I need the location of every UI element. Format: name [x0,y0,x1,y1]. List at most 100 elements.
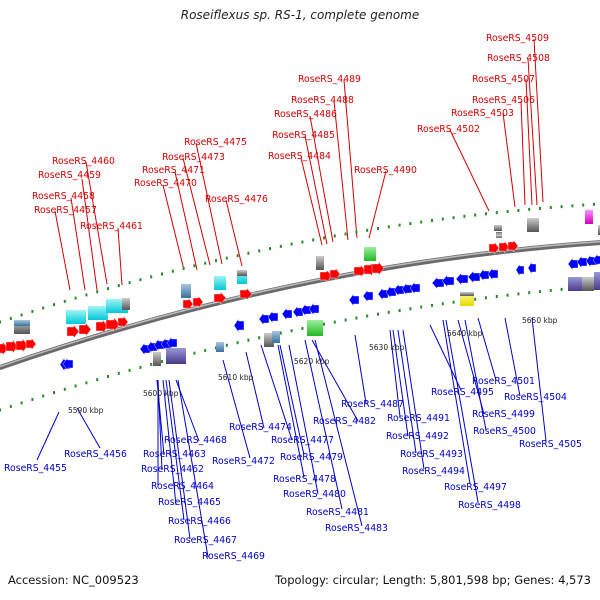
reverse-gene-arrow [166,336,178,350]
misc-feature-block [181,284,191,298]
gene-label-lower: RoseRS_4493 [400,449,463,460]
tick-mark [312,238,315,242]
tick-mark [193,264,196,268]
tick-mark [279,331,282,335]
leader-line [76,407,101,449]
scale-label: 5610 kbp [218,373,254,382]
scale-label: 5630 kbp [369,343,405,352]
reverse-gene-arrow [292,305,304,319]
forward-gene-arrow [95,319,109,334]
tick-mark [366,314,369,318]
scale-label: 5600 kbp [143,389,179,398]
tick-mark [215,259,217,263]
leader-line [195,142,223,265]
tick-mark [387,225,390,229]
backbone-line [0,240,600,371]
tick-mark [128,368,131,372]
leader-line [314,339,363,527]
forward-gene-arrow [192,295,204,309]
reverse-gene-arrow [567,257,579,271]
leader-line [311,339,359,422]
scale-label: 5640 kbp [447,329,483,338]
tick-mark [452,216,455,220]
tick-mark [236,341,239,345]
gene-label-upper: RoseRS_4509 [486,33,549,44]
leader-line [288,344,319,495]
forward-gene-arrow [0,341,9,356]
gene-label-lower: RoseRS_4469 [202,551,265,562]
tick-mark [247,251,250,255]
reverse-gene-arrow [527,261,537,275]
forward-gene-arrow [213,291,227,305]
tick-mark [161,272,163,276]
leader-line [368,170,387,239]
misc-feature-block [264,333,274,347]
leader-line [260,344,293,441]
forward-gene-arrow [5,339,19,354]
tick-mark [171,269,174,273]
gene-label-lower: RoseRS_4491 [387,413,450,424]
tick-mark [204,261,207,265]
reverse-gene-arrow [455,272,469,286]
leader-line [81,178,98,291]
tick-mark [420,220,423,224]
gene-label-upper: RoseRS_4461 [80,221,143,232]
leader-line [279,344,305,456]
gene-label-lower: RoseRS_4477 [271,435,334,446]
gene-label-upper: RoseRS_4470 [134,178,197,189]
tick-mark [344,232,347,236]
genome-backbone [0,240,600,371]
leader-line [449,129,490,212]
leader-line [402,329,425,470]
tick-mark [431,303,433,307]
gene-label-lower: RoseRS_4472 [212,456,275,467]
tick-mark [31,309,34,313]
misc-feature-block [237,270,247,276]
gene-label-upper: RoseRS_4488 [291,95,354,106]
reverse-gene-arrow [487,267,499,281]
tick-mark [85,293,88,297]
leader-line [445,319,479,503]
tick-mark [333,234,336,238]
tick-mark [258,249,261,253]
leader-line [527,58,538,206]
leader-line [222,359,251,459]
tick-mark [506,209,509,213]
tick-mark [431,219,433,223]
reverse-gene-arrow [409,281,421,295]
tick-mark [117,371,120,375]
leader-line [397,329,417,454]
reverse-gene-arrow [281,307,293,321]
tick-mark [323,322,325,326]
tick-mark [301,327,304,331]
rna-feature-block [66,310,86,324]
tick-mark [225,256,228,260]
tick-mark [53,303,55,307]
gene-labels: 5590 kbp 5600 kbp 5610 kbp 5620 kbp 5630 kbp… [4,33,582,562]
gene-label-lower: RoseRS_4468 [164,435,227,446]
map-title: Roseiflexus sp. RS-1, complete genome [180,8,420,22]
leader-line [525,78,533,206]
gene-label-lower: RoseRS_4505 [519,439,582,450]
rna-feature-block [237,270,247,284]
gene-label-lower: RoseRS_4501 [472,376,535,387]
label-leader-lines [36,38,547,558]
gene-label-upper: RoseRS_4476 [205,194,268,205]
tick-mark [528,291,531,295]
tick-mark [463,214,466,218]
reverse-gene-arrow [401,282,413,296]
reverse-gene-arrow [362,289,374,303]
tick-mark [290,242,293,246]
gene-label-lower: RoseRS_4504 [504,392,567,403]
tick-mark [517,292,520,296]
tick-mark [301,240,304,244]
gene-features [0,210,600,372]
tick-mark [333,320,336,324]
tick-mark [387,310,390,314]
forward-gene-arrow [371,261,385,276]
rna-feature-block [364,247,376,261]
gene-label-upper: RoseRS_4506 [472,95,535,106]
tick-mark [20,401,23,405]
gene-label-upper: RoseRS_4502 [417,124,480,135]
